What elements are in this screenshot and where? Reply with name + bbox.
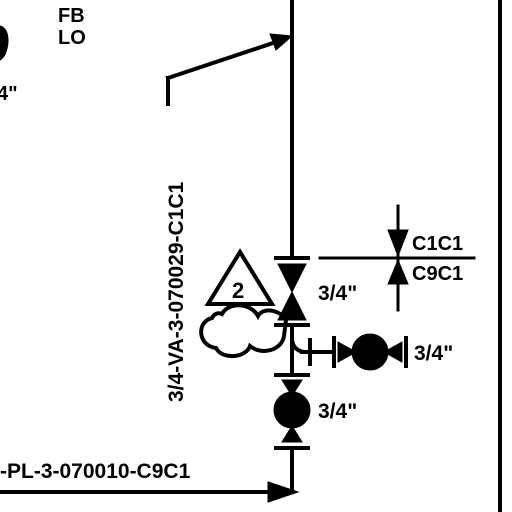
line-number-vertical: 3/4-VA-3-070029-C1C1: [165, 181, 188, 402]
branch-ball-valve: [332, 333, 408, 371]
ball-valve-icon: [273, 391, 311, 429]
line-leader: [165, 33, 294, 106]
spec-break-icon: [387, 229, 409, 258]
ball-valve-icon: [351, 333, 389, 371]
revision-triangle: 2: [204, 248, 276, 306]
gate-valve-icon: [277, 263, 307, 294]
fb-label: FB: [58, 5, 85, 27]
arrow-icon: [269, 33, 294, 51]
partial-valve-symbol: 4": [0, 25, 18, 105]
left-partial-size-label: 4": [0, 83, 18, 105]
line-number-bottom: -PL-3-070010-C9C1: [0, 460, 191, 483]
cloud-icon: [199, 303, 289, 358]
gate-valve: [274, 256, 310, 327]
branch-valve-size: 3/4": [414, 342, 453, 365]
bottom-ball-valve: [273, 373, 311, 450]
gate-valve-size: 3/4": [318, 282, 357, 305]
spec-break: [318, 204, 476, 312]
lo-label: LO: [58, 27, 86, 49]
bottom-valve-size: 3/4": [318, 400, 357, 423]
spec-lower-label: C9C1: [412, 263, 463, 285]
triangle-tag: 2: [232, 278, 244, 303]
branch-line: [289, 335, 332, 366]
spec-upper-label: C1C1: [412, 233, 463, 255]
arrow-icon: [267, 481, 300, 503]
